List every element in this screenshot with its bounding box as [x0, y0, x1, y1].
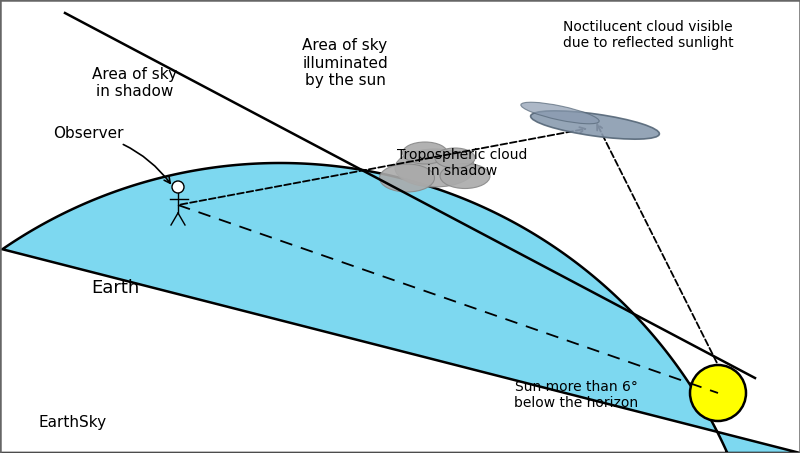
Polygon shape: [0, 163, 800, 453]
Ellipse shape: [440, 164, 490, 188]
Text: EarthSky: EarthSky: [38, 415, 106, 430]
Ellipse shape: [435, 148, 475, 168]
Circle shape: [690, 365, 746, 421]
Text: Tropospheric cloud
in shadow: Tropospheric cloud in shadow: [397, 148, 527, 178]
Circle shape: [172, 181, 184, 193]
Ellipse shape: [521, 102, 599, 124]
Text: Sun more than 6°
below the horizon: Sun more than 6° below the horizon: [514, 380, 638, 410]
Ellipse shape: [402, 142, 447, 164]
Text: Observer: Observer: [53, 125, 170, 183]
Ellipse shape: [395, 149, 475, 187]
Text: Noctilucent cloud visible
due to reflected sunlight: Noctilucent cloud visible due to reflect…: [562, 20, 734, 50]
Ellipse shape: [379, 164, 434, 192]
Text: Earth: Earth: [91, 279, 139, 297]
Ellipse shape: [530, 111, 659, 139]
Text: Area of sky
in shadow: Area of sky in shadow: [93, 67, 178, 99]
Text: Area of sky
illuminated
by the sun: Area of sky illuminated by the sun: [302, 38, 388, 88]
